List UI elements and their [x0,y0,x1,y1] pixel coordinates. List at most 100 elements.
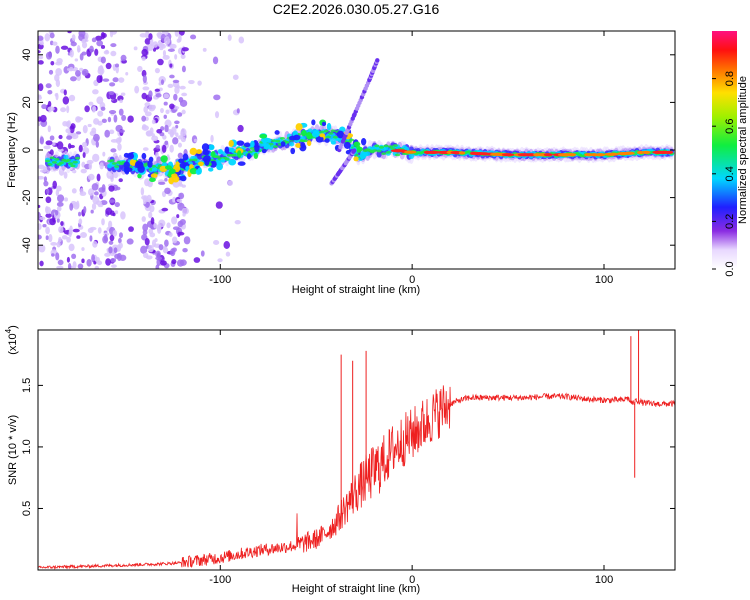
ridge-core [526,153,536,157]
noise-blob [45,213,52,218]
ridge-dot [311,130,320,138]
noise-blob [87,123,92,128]
noise-blob [94,48,99,56]
noise-blob [142,75,147,83]
spectrogram-ytick-label: 20 [21,96,33,108]
noise-blob [55,252,60,261]
noise-blob [105,49,109,54]
noise-blob [82,125,88,134]
noise-blob [77,263,84,269]
noise-blob [65,128,71,134]
noise-blob [42,224,47,228]
ridge-dot [178,158,185,164]
noise-blob [155,250,161,258]
noise-blob [104,233,108,242]
noise-blob [105,258,111,266]
ridge-dot [315,135,324,143]
noise-blob [105,62,112,70]
noise-blob [92,133,100,142]
ridge-dot [203,149,210,156]
noise-blob [99,162,104,170]
noise-blob [55,79,61,88]
noise-blob [38,83,44,92]
ridge-blob [388,145,394,149]
noise-blob [45,235,49,241]
noise-blob [143,252,149,258]
ridge-dot [336,130,345,139]
ridge-dot [210,150,216,158]
noise-blob [55,67,63,76]
ridge-dot [149,177,156,183]
noise-blob [45,226,50,235]
noise-blob [80,168,87,174]
noise-blob [63,66,70,74]
noise-blob [167,48,175,52]
snr-ytick-label: 1.5 [21,378,33,393]
noise-blob [72,228,80,233]
ridge-blob [374,144,380,148]
noise-blob [234,220,241,225]
noise-blob [188,79,195,85]
noise-blob [45,206,52,215]
noise-blob [94,265,100,269]
ridge-core [604,152,619,156]
ridge-core [637,150,644,155]
noise-blob [38,60,44,65]
noise-blob [66,236,71,243]
ridge-dot [218,150,224,155]
noise-blob [169,144,174,153]
ridge-blob [272,145,279,149]
noise-blob [181,47,189,52]
noise-blob [56,201,64,207]
noise-blob [171,216,178,225]
noise-blob [47,125,51,133]
noise-blob [212,56,219,65]
noise-blob [200,250,205,257]
noise-blob [63,171,68,179]
ridge-blob [65,158,71,162]
noise-blob [223,241,231,249]
noise-blob [71,133,79,140]
noise-blob [38,50,41,54]
noise-blob [171,126,177,135]
noise-blob [110,43,117,48]
noise-blob [213,94,221,101]
ridge-dot [319,133,326,138]
noise-blob [49,32,55,39]
noise-blob [155,144,161,149]
noise-blob [38,234,42,240]
noise-blob [38,175,45,180]
noise-blob [167,83,174,89]
noise-blob [142,196,147,205]
ridge-blob [270,139,276,143]
ridge-dot [204,158,210,166]
noise-blob [101,218,105,226]
ridge-blob [378,145,385,149]
ridge-blob [330,129,336,133]
noise-blob [89,45,94,53]
noise-blob [81,258,85,264]
ridge-blob [275,139,281,143]
ridge-dot [330,140,337,145]
noise-blob [89,235,93,242]
noise-blob [237,124,244,133]
noise-blob [39,136,45,145]
noise-blob [162,54,170,60]
noise-blob [181,65,186,73]
noise-blob [180,136,186,143]
ridge-blob [385,151,391,154]
noise-blob [110,50,117,57]
ridge-dot [141,152,147,160]
noise-blob [172,137,179,145]
noise-blob [118,237,122,244]
noise-blob [158,181,166,185]
snr-ytick-label: 0.5 [21,501,33,516]
noise-blob [92,196,100,205]
spectrogram-panel: -100 0 100 -40 -20 0 20 40 Height of straight l… [6,30,676,296]
noise-blob [127,115,134,123]
noise-blob [101,118,107,123]
noise-blob [236,108,240,114]
noise-blob [60,221,64,227]
ridge-dot [197,167,202,175]
snr-ytick-label: 1.0 [21,439,33,454]
